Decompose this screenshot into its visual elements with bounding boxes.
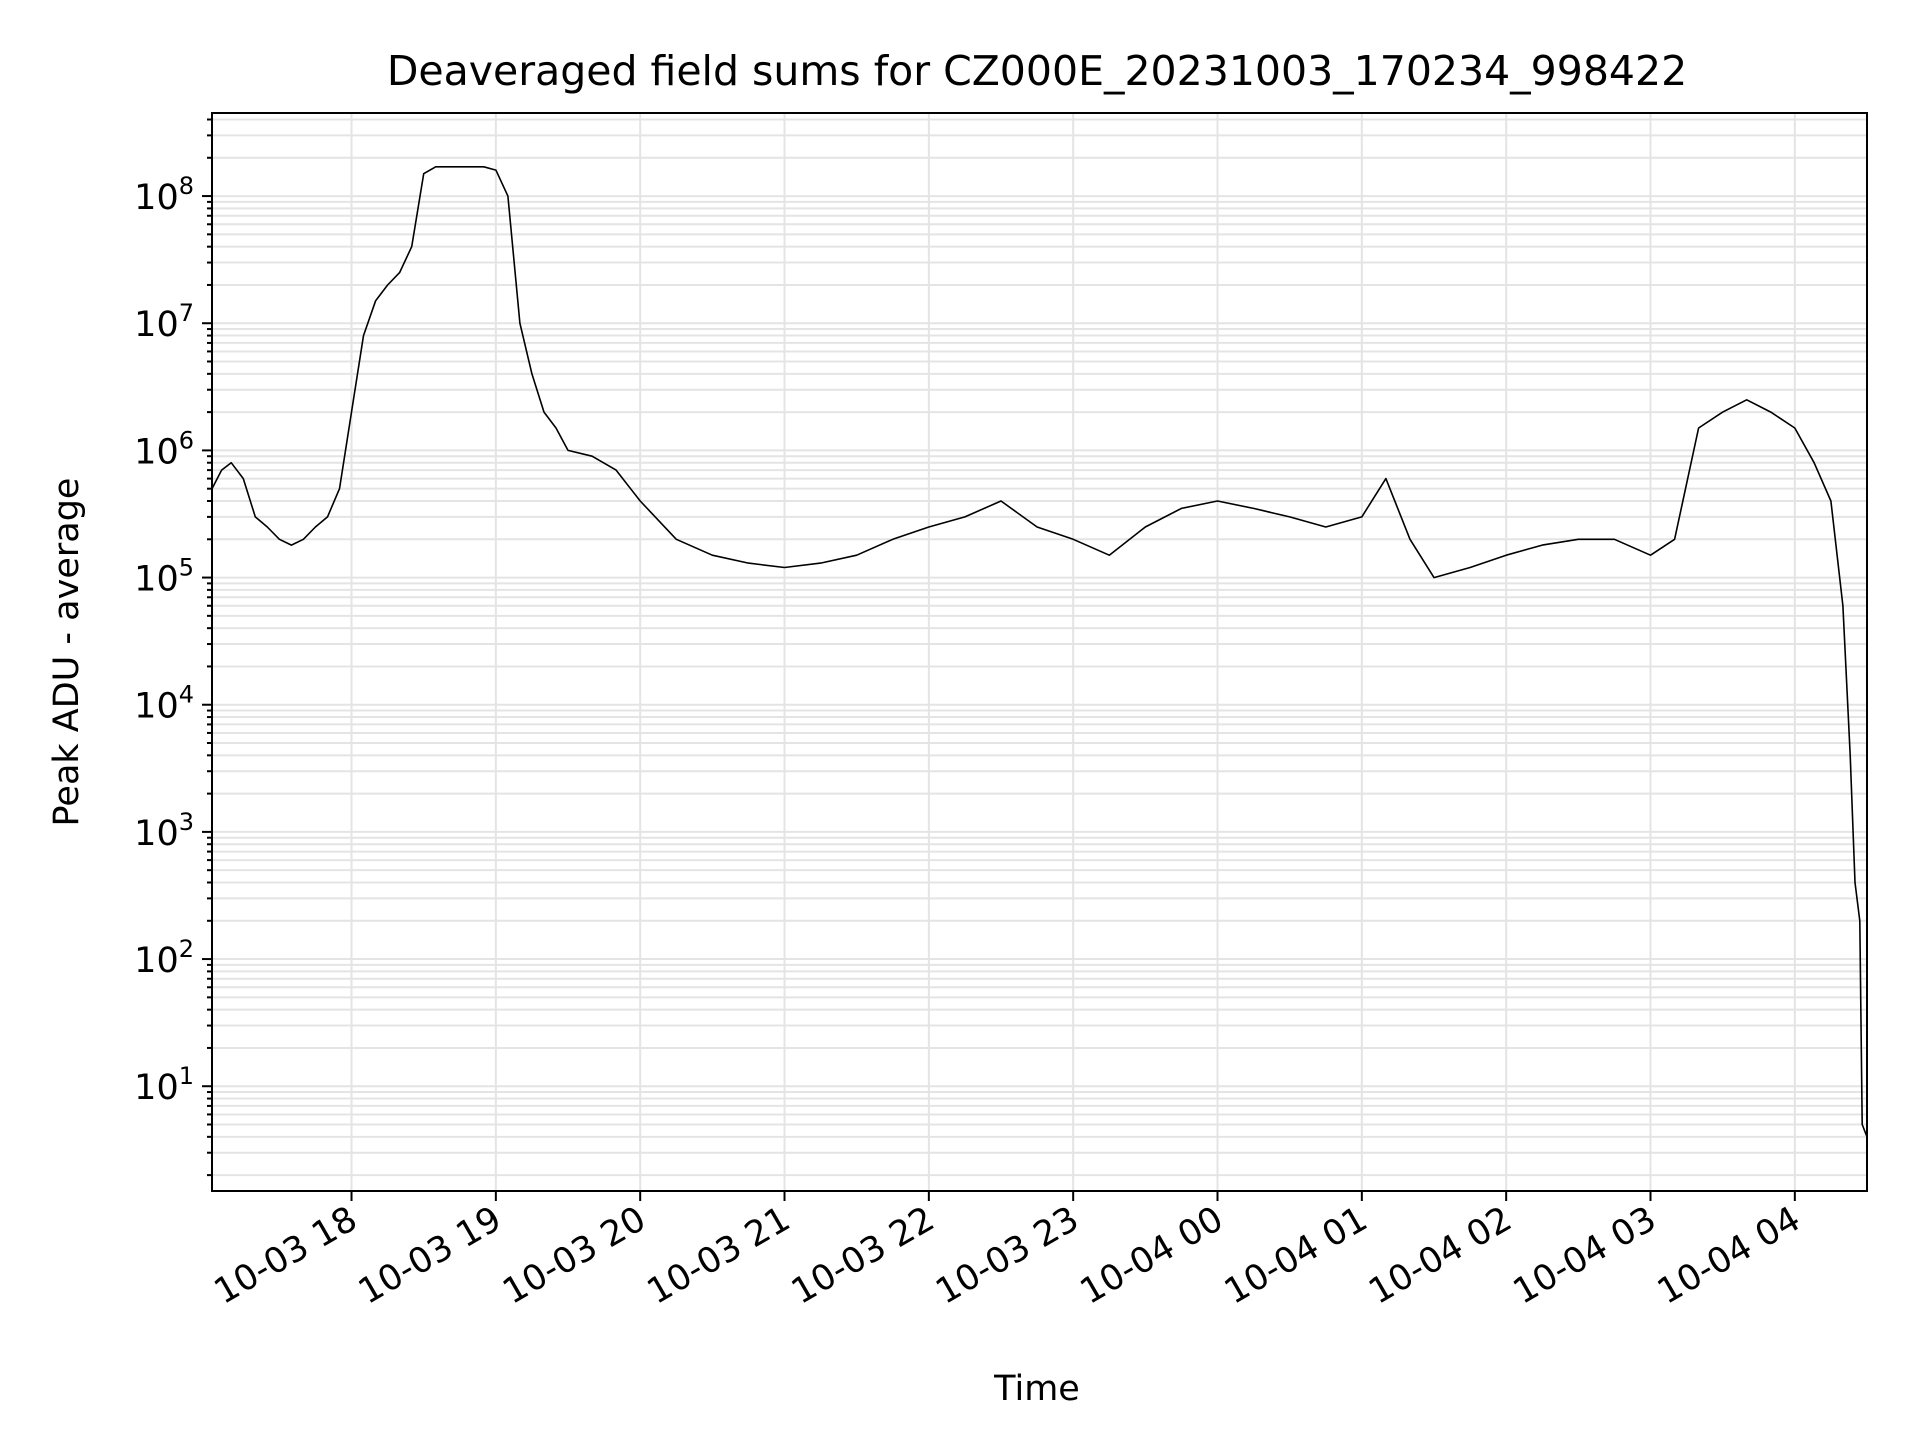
y-tick-label: 106	[134, 426, 194, 472]
y-tick-label: 103	[134, 808, 194, 854]
x-tick-label: 10-03 19	[352, 1199, 508, 1312]
y-tick-label: 107	[134, 299, 194, 345]
y-tick-label: 108	[134, 172, 194, 218]
x-tick-label: 10-03 21	[641, 1199, 797, 1312]
chart-title: Deaveraged field sums for CZ000E_2023100…	[387, 47, 1687, 95]
plot-frame	[211, 112, 1868, 1192]
x-tick-label: 10-03 18	[208, 1199, 364, 1312]
series-layer	[211, 166, 1868, 1138]
y-tick-label: 101	[134, 1062, 194, 1108]
x-tick-label: 10-03 20	[496, 1199, 652, 1312]
y-tick-label: 102	[134, 935, 194, 981]
y-axis-label: Peak ADU - average	[47, 478, 87, 827]
major-gridlines	[212, 113, 1867, 1191]
x-tick-label: 10-04 04	[1651, 1199, 1807, 1312]
y-tick-label: 105	[134, 554, 194, 600]
y-axis-ticks: 101 102 103 104 105 106 107 108	[134, 118, 212, 1177]
x-tick-label: 10-04 01	[1218, 1199, 1374, 1312]
minor-gridlines	[212, 118, 1867, 1177]
x-tick-label: 10-04 02	[1362, 1199, 1518, 1312]
x-tick-label: 10-04 03	[1507, 1199, 1663, 1312]
x-axis-label: Time	[993, 1369, 1080, 1409]
series-line	[211, 166, 1868, 1138]
x-tick-label: 10-03 23	[929, 1199, 1085, 1312]
x-tick-label: 10-03 22	[785, 1199, 941, 1312]
x-tick-label: 10-04 00	[1074, 1199, 1230, 1312]
y-tick-label: 104	[134, 681, 194, 727]
